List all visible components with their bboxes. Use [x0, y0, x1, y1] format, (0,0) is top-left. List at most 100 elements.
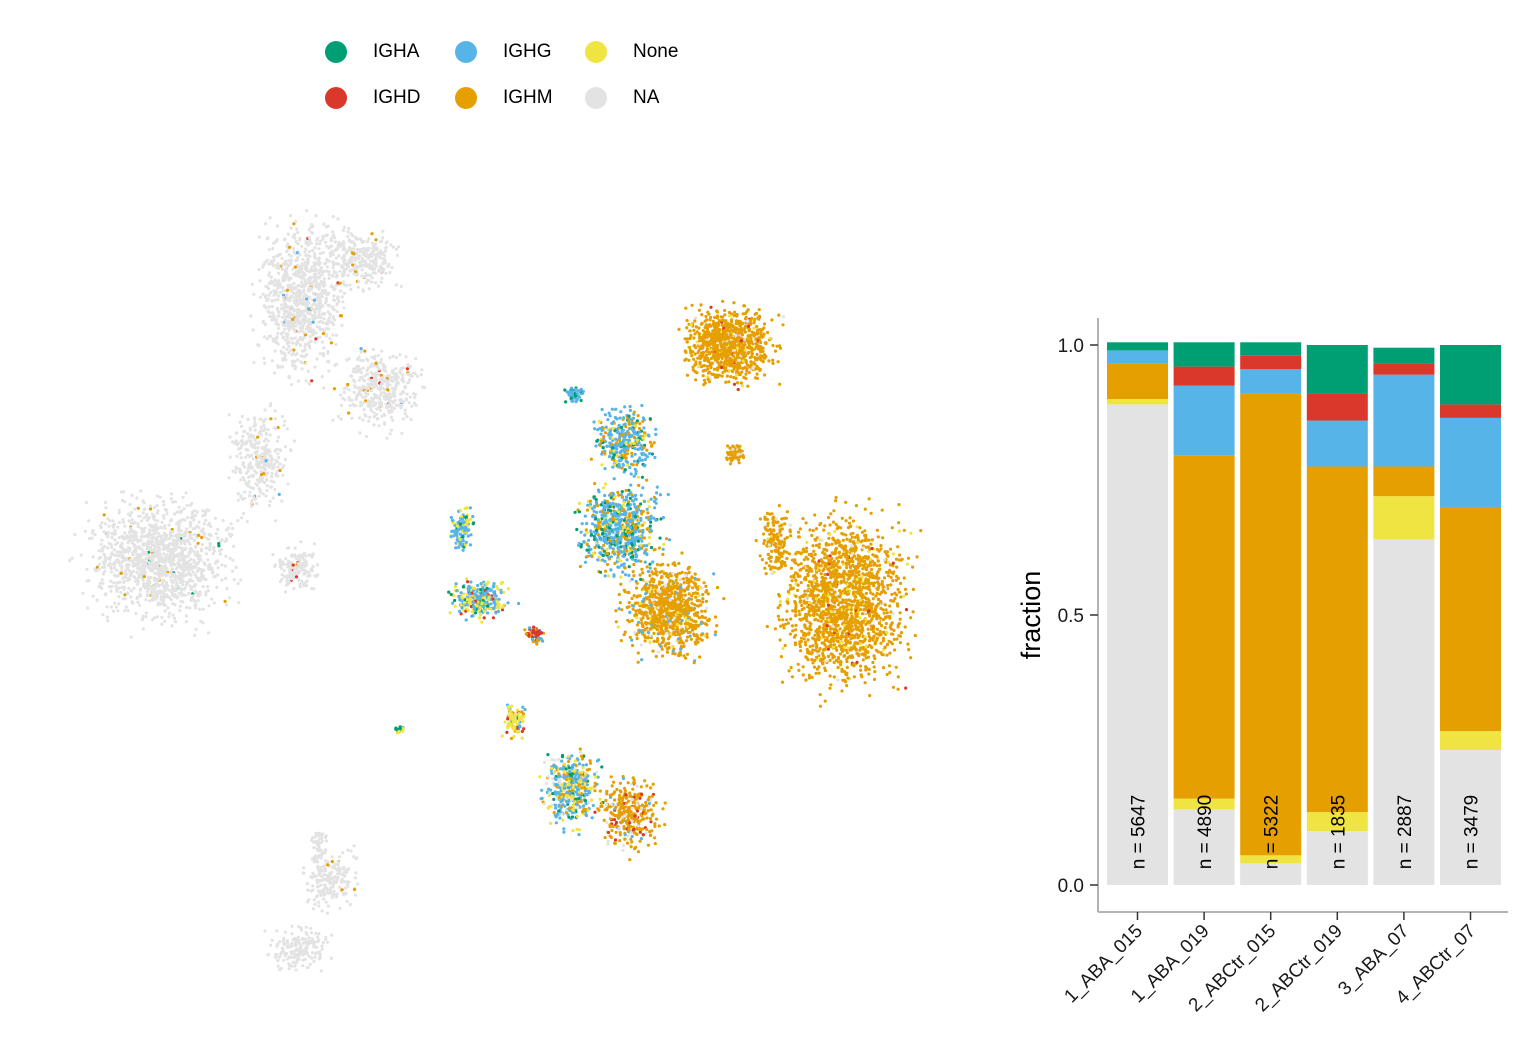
umap-point — [309, 241, 313, 245]
umap-point — [252, 292, 256, 296]
legend-label: NA — [633, 87, 660, 108]
umap-point — [299, 343, 303, 347]
umap-point — [292, 348, 296, 352]
legend-swatch — [455, 87, 477, 109]
umap-point — [339, 289, 343, 293]
umap-points — [68, 209, 923, 973]
umap-point — [308, 346, 312, 350]
legend-item-none: None — [585, 38, 678, 66]
umap-point — [274, 317, 278, 321]
umap-point — [331, 266, 335, 270]
umap-point — [296, 230, 300, 235]
umap-point — [299, 354, 303, 358]
umap-point — [313, 340, 317, 344]
umap-scatter-plot — [68, 209, 923, 973]
legend-swatch — [325, 87, 347, 109]
legend-label: None — [633, 41, 679, 62]
umap-point — [267, 305, 271, 309]
umap-point — [326, 350, 330, 354]
umap-point — [280, 307, 284, 311]
umap-point — [263, 322, 267, 326]
umap-point — [285, 305, 289, 310]
umap-point — [283, 327, 287, 331]
umap-point — [306, 257, 310, 261]
umap-point — [256, 343, 260, 347]
umap-point — [276, 294, 281, 298]
umap-point — [250, 282, 254, 286]
umap-point — [272, 314, 276, 318]
legend-label: IGHA — [373, 41, 420, 62]
umap-point — [327, 360, 331, 364]
umap-point — [295, 251, 299, 255]
umap-point — [341, 300, 345, 304]
umap-point — [325, 233, 329, 237]
umap-point — [296, 242, 300, 246]
umap-point — [329, 341, 333, 345]
umap-point — [275, 320, 279, 324]
umap-point — [302, 309, 306, 313]
legend-label: IGHG — [503, 41, 552, 62]
umap-point — [272, 258, 276, 262]
umap-point — [306, 341, 311, 345]
umap-point — [298, 253, 302, 257]
umap-point — [270, 359, 274, 363]
umap-point — [287, 344, 291, 348]
umap-point — [280, 320, 284, 324]
umap-point — [289, 226, 293, 230]
umap-point — [315, 268, 319, 272]
umap-point — [315, 275, 319, 279]
legend-item-na: NA — [585, 84, 659, 112]
umap-point — [267, 282, 271, 286]
umap-point — [265, 258, 269, 262]
umap-point — [307, 317, 311, 321]
umap-point — [308, 335, 312, 339]
umap-point — [314, 337, 318, 341]
umap-point — [288, 308, 292, 312]
umap-point — [287, 350, 291, 355]
umap-point — [324, 299, 329, 303]
umap-point — [275, 306, 280, 310]
umap-point — [327, 270, 331, 274]
umap-point — [313, 246, 317, 250]
umap-point — [317, 312, 321, 317]
umap-point — [280, 267, 284, 271]
umap-point — [292, 222, 296, 226]
umap-point — [273, 298, 277, 302]
legend: IGHA IGHD IGHG IGHM None NA — [325, 32, 745, 122]
umap-point — [315, 242, 319, 246]
umap-point — [304, 247, 308, 251]
umap-point — [334, 333, 338, 337]
umap-point — [263, 361, 267, 365]
umap-point — [273, 280, 277, 284]
umap-point — [327, 273, 331, 277]
umap-point — [300, 327, 305, 331]
umap-point — [286, 232, 290, 236]
umap-point — [327, 276, 331, 280]
umap-point — [307, 343, 311, 347]
umap-point — [317, 325, 322, 329]
umap-point — [281, 289, 285, 293]
umap-point — [249, 314, 253, 318]
umap-point — [293, 265, 297, 269]
umap-point — [300, 244, 304, 248]
umap-point — [305, 309, 309, 313]
umap-point — [276, 298, 280, 302]
umap-point — [272, 293, 276, 297]
legend-label: IGHD — [373, 87, 421, 108]
umap-point — [279, 285, 284, 289]
umap-point — [328, 337, 332, 341]
umap-point — [267, 273, 271, 277]
umap-point — [318, 335, 322, 339]
umap-point — [289, 261, 293, 265]
umap-point — [296, 255, 300, 259]
umap-point — [264, 306, 268, 310]
umap-point — [291, 267, 295, 271]
legend-swatch — [325, 41, 347, 63]
legend-swatch — [585, 87, 607, 109]
umap-point — [307, 250, 311, 254]
umap-point — [291, 341, 295, 345]
umap-point — [306, 329, 311, 333]
umap-point — [310, 265, 314, 269]
umap-point — [292, 291, 296, 296]
umap-point — [295, 339, 299, 344]
